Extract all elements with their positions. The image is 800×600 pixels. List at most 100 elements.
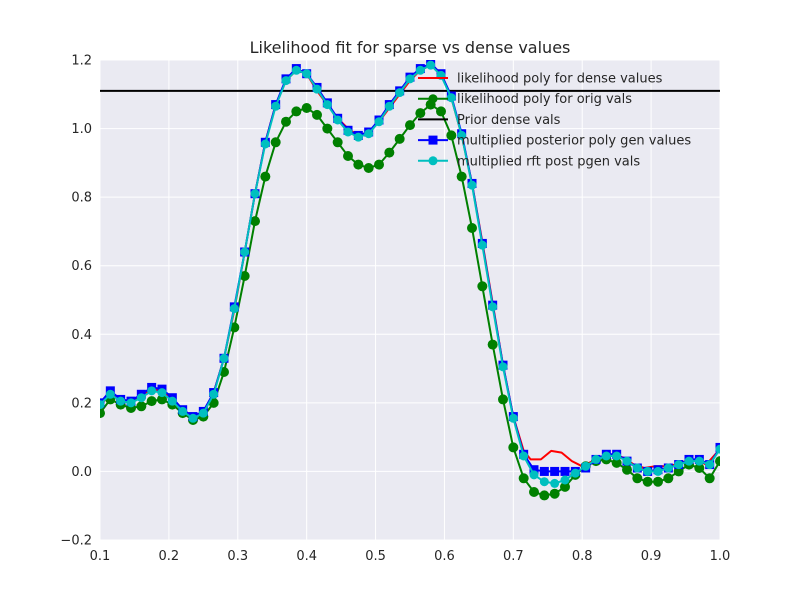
series-2-point	[539, 490, 550, 501]
series-5-point	[157, 388, 167, 398]
series-5-point	[653, 466, 663, 476]
x-tick-label: 0.6	[434, 549, 455, 564]
series-2-point	[301, 103, 312, 113]
series-5-point	[364, 129, 374, 139]
series-5	[100, 60, 720, 488]
series-2-point	[642, 476, 653, 487]
series-5-point	[147, 386, 157, 396]
series-5-point	[116, 396, 126, 406]
series-5-point	[271, 101, 281, 111]
series-4-point	[550, 466, 560, 476]
series-5-point	[539, 477, 549, 487]
x-tick-label: 0.9	[641, 549, 662, 564]
legend-swatch-marker	[428, 156, 438, 166]
series-5-point	[488, 302, 498, 312]
series-5-point	[550, 478, 560, 488]
series-5-point	[570, 468, 580, 478]
y-tick-label: 1.0	[71, 122, 92, 137]
series-5-point	[622, 456, 632, 466]
y-tick-label: 0.8	[71, 191, 92, 206]
series-5-point	[100, 400, 105, 410]
series-2-point	[332, 137, 343, 148]
series-2-point	[704, 473, 715, 484]
series-5-point	[508, 413, 518, 423]
series-2-point	[456, 171, 467, 182]
series-2-point	[405, 120, 415, 131]
legend-entry: Prior dense vals	[418, 113, 561, 128]
series-4-point	[539, 466, 549, 476]
series-5-point	[167, 396, 177, 406]
series-2-point	[415, 108, 426, 119]
series-2-point	[394, 133, 405, 144]
series-2-point	[663, 473, 674, 484]
x-tick-label: 1.0	[710, 549, 731, 564]
series-5-point	[457, 130, 467, 140]
series-5-point	[209, 389, 219, 399]
series-2-point	[363, 163, 374, 173]
y-tick-label: 0.0	[71, 465, 92, 480]
series-2-point	[136, 401, 147, 412]
series-4-point	[529, 465, 539, 475]
legend-entry: multiplied posterior poly gen values	[418, 134, 691, 149]
series-5-point	[560, 475, 570, 485]
series-2-point	[446, 130, 457, 141]
series-5-point	[674, 460, 684, 470]
series-2-point	[487, 339, 498, 350]
series-5-point	[343, 127, 353, 137]
series-5-point	[591, 454, 601, 464]
series-2-point	[291, 106, 302, 117]
series-2-point	[622, 464, 632, 475]
series-2-point	[260, 171, 271, 182]
series-2-point	[611, 457, 622, 468]
series-2-point	[239, 271, 250, 281]
x-tick-label: 0.2	[159, 549, 180, 564]
series-layer	[100, 60, 720, 501]
y-tick-label: 0.4	[71, 328, 92, 343]
series-5-point	[333, 115, 343, 125]
series-5-point	[250, 189, 260, 199]
x-tick-label: 0.3	[227, 549, 248, 564]
series-2-point	[477, 281, 488, 292]
series-5-point	[632, 463, 642, 473]
series-5-point	[302, 69, 312, 79]
legend-entry: likelihood poly for orig vals	[418, 92, 632, 107]
series-5-point	[188, 413, 198, 423]
legend-label: multiplied posterior poly gen values	[457, 134, 691, 149]
series-5-point	[519, 451, 529, 461]
series-2-point	[715, 456, 720, 467]
series-2-point	[518, 473, 529, 484]
series-2-point	[270, 137, 281, 148]
series-2-point	[312, 109, 322, 120]
series-5-point	[612, 451, 622, 461]
series-5-point	[601, 451, 611, 461]
legend-label: multiplied rft post pgen vals	[457, 154, 640, 169]
series-5-point	[126, 398, 136, 408]
series-2-point	[694, 463, 705, 473]
series-5-point	[467, 180, 477, 190]
series-5-point	[395, 88, 405, 98]
series-2-point	[467, 223, 477, 233]
series-5-point	[426, 60, 436, 70]
series-2-point	[508, 442, 519, 453]
series-5-point	[405, 74, 415, 84]
y-axis-ticks: −0.2 0.0 0.2 0.4 0.6 0.8 1.0 1.2	[60, 54, 92, 549]
series-5-point	[353, 132, 363, 142]
series-5-point	[643, 466, 653, 476]
legend-label: likelihood poly for orig vals	[457, 92, 632, 107]
series-5-point	[384, 101, 394, 111]
series-5-point	[281, 76, 291, 86]
series-2-point	[384, 147, 395, 158]
series-5-point	[529, 470, 539, 480]
legend-swatch-marker	[428, 94, 438, 104]
x-tick-label: 0.4	[296, 549, 317, 564]
series-2-point	[653, 476, 663, 487]
series-5-point	[446, 93, 456, 103]
legend-entry: likelihood poly for dense values	[418, 72, 663, 87]
series-5-point	[240, 247, 250, 257]
series-5-point	[260, 139, 270, 149]
series-2-point	[343, 151, 353, 161]
series-5-point	[198, 408, 208, 418]
series-5-point	[498, 362, 508, 372]
series-5-point	[291, 65, 301, 75]
